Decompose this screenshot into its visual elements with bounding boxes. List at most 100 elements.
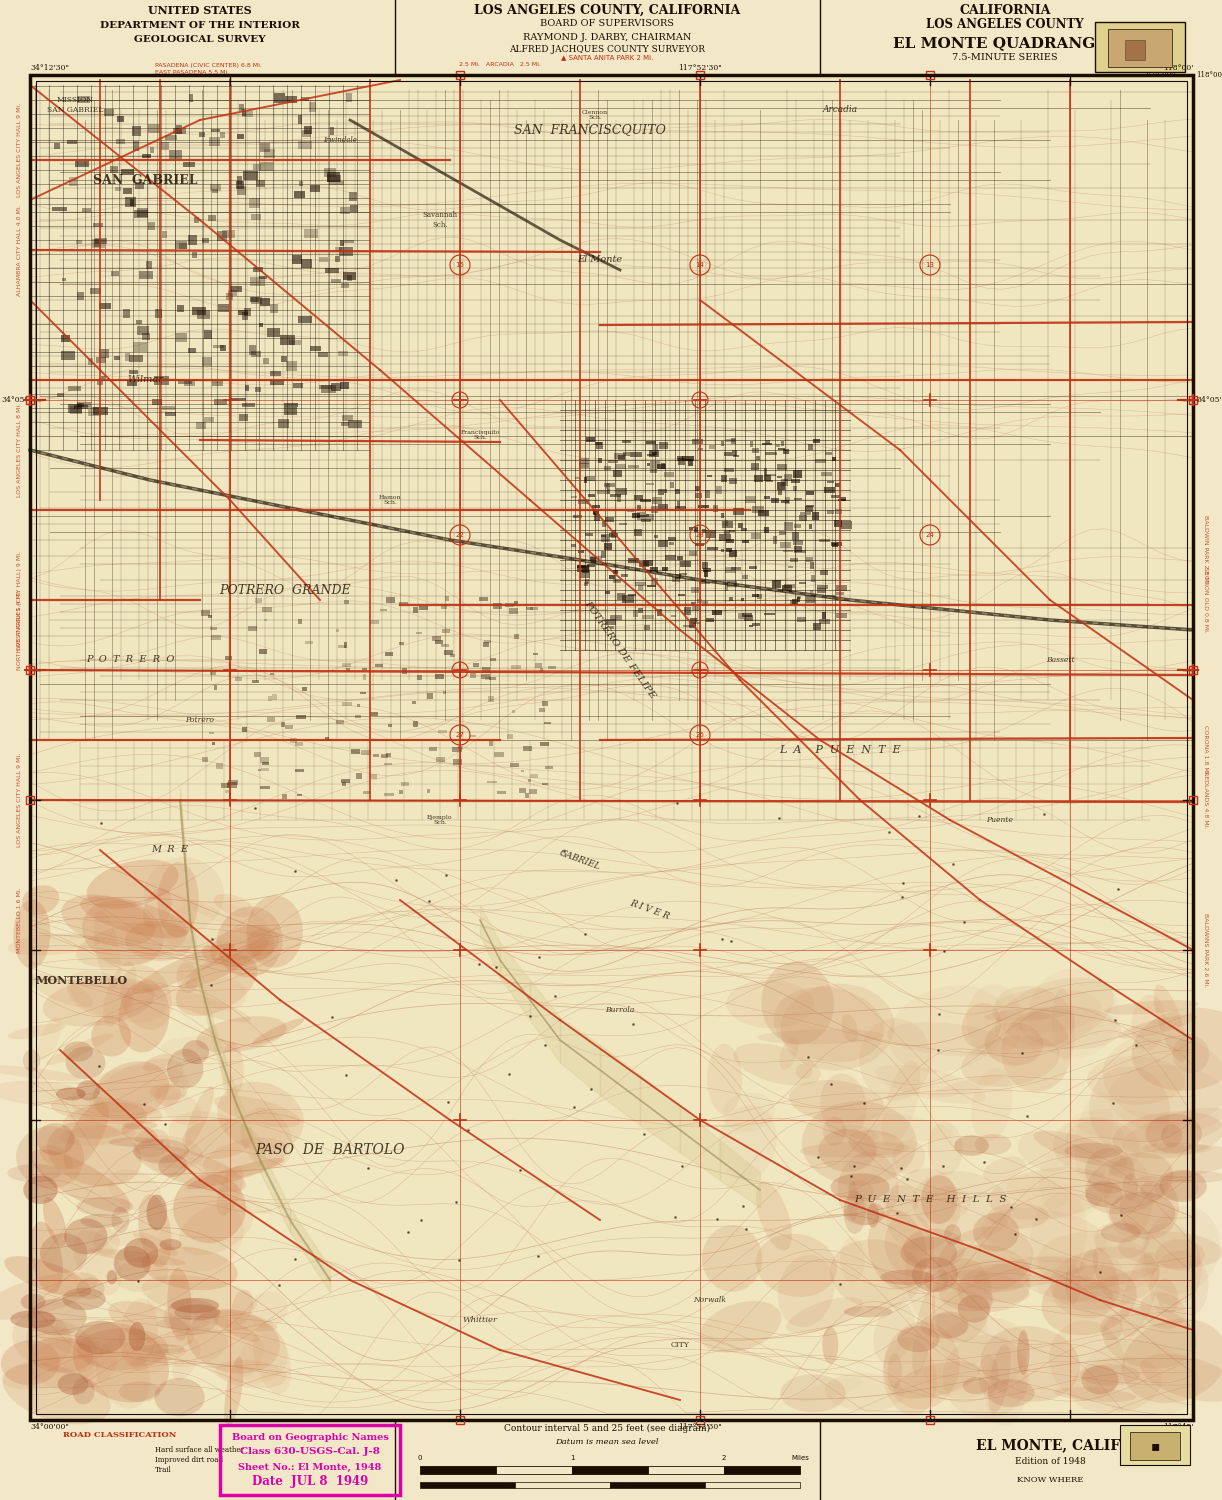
- Bar: [338, 351, 348, 355]
- Ellipse shape: [77, 1278, 105, 1299]
- Ellipse shape: [1123, 1173, 1138, 1200]
- Bar: [319, 384, 332, 390]
- Bar: [488, 696, 494, 702]
- Bar: [338, 645, 347, 648]
- Ellipse shape: [859, 1019, 931, 1101]
- Bar: [836, 585, 847, 591]
- Ellipse shape: [133, 1138, 189, 1164]
- Bar: [426, 693, 434, 699]
- Bar: [672, 576, 679, 582]
- Bar: [214, 686, 218, 690]
- Ellipse shape: [777, 1256, 835, 1328]
- Bar: [659, 442, 668, 448]
- Bar: [356, 716, 360, 717]
- Bar: [1189, 396, 1198, 404]
- Bar: [242, 110, 246, 117]
- Bar: [351, 748, 360, 754]
- Bar: [596, 562, 605, 566]
- Bar: [780, 531, 786, 536]
- Bar: [398, 790, 402, 794]
- Ellipse shape: [841, 1014, 858, 1042]
- Bar: [340, 246, 353, 255]
- Ellipse shape: [844, 1202, 885, 1225]
- Ellipse shape: [885, 1214, 934, 1275]
- Ellipse shape: [886, 1022, 1004, 1056]
- Ellipse shape: [123, 1238, 158, 1268]
- Bar: [776, 476, 782, 478]
- Bar: [208, 615, 213, 618]
- Ellipse shape: [796, 1064, 813, 1078]
- Ellipse shape: [75, 1320, 126, 1354]
- Ellipse shape: [215, 1359, 287, 1389]
- Bar: [613, 453, 626, 459]
- Ellipse shape: [1, 1354, 100, 1389]
- Bar: [252, 297, 263, 304]
- Ellipse shape: [882, 1060, 920, 1148]
- Text: NORTHWEST PARK 1.4 Mi.: NORTHWEST PARK 1.4 Mi.: [17, 590, 22, 670]
- Bar: [296, 716, 306, 718]
- Bar: [667, 537, 676, 542]
- Bar: [342, 414, 353, 422]
- Bar: [594, 514, 600, 522]
- Bar: [756, 456, 760, 460]
- Text: Irwindale: Irwindale: [323, 136, 357, 144]
- Bar: [723, 530, 731, 534]
- Bar: [259, 322, 263, 327]
- Bar: [450, 654, 455, 657]
- Bar: [766, 480, 772, 482]
- Ellipse shape: [82, 900, 164, 966]
- Text: LOS ANGELES (CITY HALL) 9 Mi.: LOS ANGELES (CITY HALL) 9 Mi.: [17, 550, 22, 650]
- Bar: [628, 465, 639, 468]
- Ellipse shape: [708, 1044, 742, 1114]
- Bar: [731, 438, 736, 444]
- Text: ROAD CLASSIFICATION: ROAD CLASSIFICATION: [64, 1431, 177, 1438]
- Bar: [398, 642, 404, 645]
- Bar: [442, 690, 446, 693]
- Bar: [99, 350, 109, 358]
- Bar: [330, 128, 334, 135]
- Ellipse shape: [72, 1065, 189, 1122]
- Ellipse shape: [981, 1208, 1107, 1263]
- Ellipse shape: [941, 1256, 1062, 1276]
- Bar: [210, 129, 220, 132]
- Bar: [222, 230, 235, 238]
- Bar: [610, 615, 622, 620]
- Ellipse shape: [137, 1136, 203, 1168]
- Bar: [412, 700, 415, 703]
- Bar: [270, 304, 277, 312]
- Bar: [31, 75, 1193, 1420]
- Bar: [456, 70, 464, 80]
- Bar: [780, 542, 791, 549]
- Bar: [799, 582, 805, 584]
- Bar: [68, 386, 81, 392]
- Bar: [646, 483, 654, 484]
- Bar: [799, 514, 808, 520]
- Text: 118°00': 118°00': [1196, 70, 1222, 80]
- Bar: [679, 573, 687, 576]
- Ellipse shape: [1118, 1014, 1196, 1038]
- Bar: [90, 288, 100, 294]
- Ellipse shape: [1155, 1239, 1205, 1270]
- Bar: [147, 261, 153, 268]
- Bar: [777, 482, 785, 489]
- Bar: [285, 724, 292, 729]
- Ellipse shape: [1160, 1170, 1222, 1184]
- Ellipse shape: [868, 1203, 879, 1227]
- Bar: [249, 278, 264, 286]
- Bar: [698, 506, 709, 509]
- Bar: [127, 380, 137, 387]
- Bar: [617, 495, 621, 501]
- Bar: [793, 540, 803, 544]
- Bar: [296, 742, 303, 747]
- Bar: [514, 634, 519, 639]
- Bar: [650, 460, 660, 468]
- Bar: [154, 376, 169, 386]
- Ellipse shape: [882, 1338, 937, 1416]
- Bar: [114, 356, 120, 360]
- Text: 26: 26: [695, 732, 704, 738]
- Bar: [764, 496, 770, 500]
- Bar: [402, 669, 407, 674]
- Bar: [587, 436, 595, 442]
- Bar: [783, 549, 793, 552]
- Bar: [627, 509, 634, 512]
